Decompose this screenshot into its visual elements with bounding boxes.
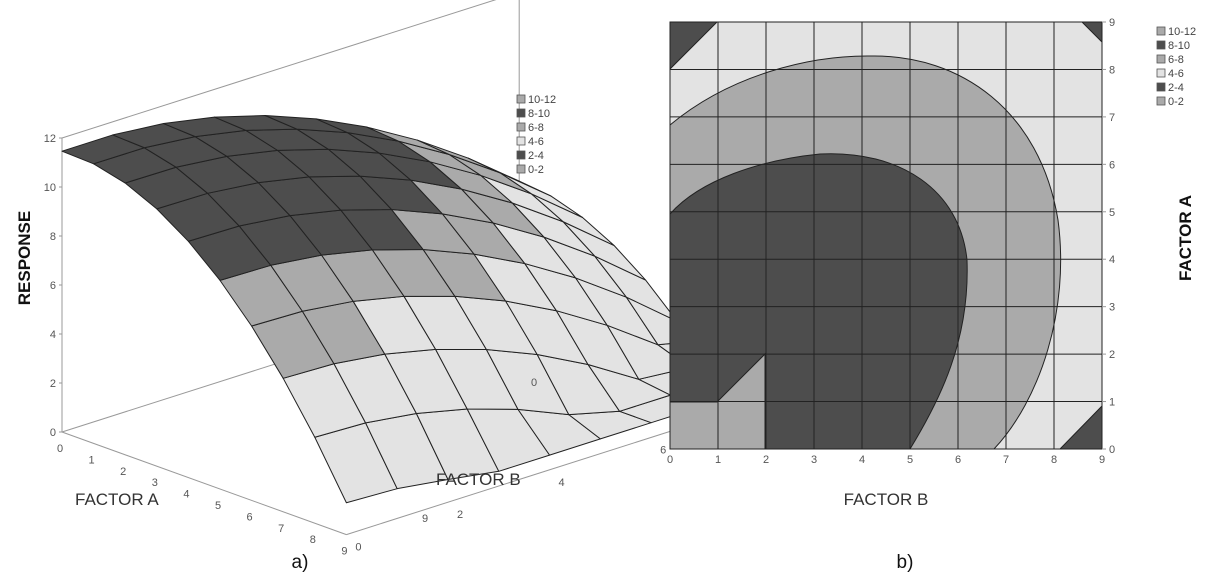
factor-a-ticks: 0 1 2 3 4 5 6 7 8 9: [57, 443, 348, 558]
factor-b-tick-label: 1: [715, 454, 721, 466]
corner-top-right: [1081, 22, 1102, 43]
contour-grid: [670, 22, 1102, 449]
factor-b-tick-label: 9: [1099, 454, 1105, 466]
factor-a-tick-label: 1: [89, 454, 95, 466]
factor-a-tick-label: 8: [1109, 64, 1115, 76]
corner-top-left: [670, 22, 718, 70]
factor-b-tick-label: 6: [955, 454, 961, 466]
factor-b-tick-label: 4: [859, 454, 865, 466]
factor-a-tick-label: 6: [247, 511, 253, 523]
legend-b-swatch: [1156, 54, 1166, 64]
factor-a-tick-label: 9: [1109, 17, 1115, 29]
legend-b-swatch: [1156, 82, 1166, 92]
z-tick-label: 2: [50, 378, 56, 390]
factor-a-tick-label: 5: [215, 500, 221, 512]
z-tick-label: 8: [50, 231, 56, 243]
caption-a: a): [292, 552, 309, 573]
legend-b-label: 8-10: [1168, 40, 1190, 52]
frame-line: [61, 431, 347, 536]
legend-b-label: 0-2: [1168, 96, 1184, 108]
factor-a-tick-label: 9: [341, 546, 347, 558]
factor-a-tick-label: 7: [278, 523, 284, 535]
factor-b-tick-label: 4: [559, 477, 565, 489]
factor-a-tick-label: 5: [1109, 207, 1115, 219]
factor-b-tick-label: 0: [667, 454, 673, 466]
factor-b-ticks: 0 1 2 3 4 5 6 7 8 9: [667, 454, 1105, 466]
legend-b: 10-12 8-10 6-8 4-6 2-4 0-2: [1156, 26, 1196, 108]
factor-b-tick-label: 6: [660, 444, 666, 456]
factor-b-tick-label: 0: [531, 377, 537, 389]
legend-a-label: 10-12: [528, 94, 556, 106]
legend-a-swatch: [516, 108, 526, 118]
legend-b-label: 10-12: [1168, 26, 1196, 38]
legend-a-swatch: [516, 164, 526, 174]
factor-b-tick-label: 7: [1003, 454, 1009, 466]
z-tick-label: 4: [50, 329, 56, 341]
x-axis-title-a: FACTOR A: [75, 490, 159, 509]
y-axis-title-a: FACTOR B: [436, 470, 521, 489]
factor-b-tick-label: 2: [457, 509, 463, 521]
factor-b-tick-label: 2: [763, 454, 769, 466]
factor-a-tick-label: 6: [1109, 159, 1115, 171]
factor-b-tick-label: 0: [355, 542, 361, 554]
factor-b-tick-label: 3: [811, 454, 817, 466]
z-axis-title: RESPONSE: [15, 211, 34, 305]
factor-a-tick-label: 0: [57, 443, 63, 455]
z-axis-ticks: 0 2 4 6 8 10 12: [44, 133, 62, 439]
frame-line: [61, 0, 497, 139]
factor-a-tick-label: 2: [120, 466, 126, 478]
factor-a-tick-label: 3: [1109, 302, 1115, 314]
legend-b-label: 2-4: [1168, 82, 1184, 94]
legend-b-swatch: [1156, 26, 1166, 36]
legend-a-label: 2-4: [528, 150, 544, 162]
legend-a-swatch: [516, 150, 526, 160]
factor-b-tick-label: 5: [907, 454, 913, 466]
factor-a-tick-label: 7: [1109, 112, 1115, 124]
z-tick-label: 6: [50, 280, 56, 292]
factor-b-tick-label: 9: [422, 513, 428, 525]
legend-a-label: 4-6: [528, 136, 544, 148]
factor-a-tick-label: 8: [310, 534, 316, 546]
factor-a-tick-label: 4: [1109, 254, 1115, 266]
factor-a-tick-label: 2: [1109, 349, 1115, 361]
factor-a-tick-label: 3: [152, 477, 158, 489]
x-axis-title-b: FACTOR B: [844, 490, 929, 509]
legend-a-label: 8-10: [528, 108, 550, 120]
legend-a-swatch: [516, 122, 526, 132]
legend-b-label: 4-6: [1168, 68, 1184, 80]
legend-b-label: 6-8: [1168, 54, 1184, 66]
legend-a-swatch: [516, 94, 526, 104]
factor-a-tick-label: 1: [1109, 397, 1115, 409]
factor-b-tick-label: 8: [1051, 454, 1057, 466]
factor-a-tick-label: 4: [183, 489, 189, 501]
y-axis-title-b: FACTOR A: [1176, 195, 1195, 281]
z-tick-label: 0: [50, 427, 56, 439]
z-tick-label: 10: [44, 182, 56, 194]
caption-b: b): [897, 552, 914, 573]
contour-plot-border: [669, 21, 1103, 450]
corner-bottom-right: [1059, 405, 1102, 449]
legend-a-swatch: [516, 136, 526, 146]
legend-a-label: 6-8: [528, 122, 544, 134]
surface-mesh: [61, 115, 805, 504]
legend-a: 10-12 8-10 6-8 4-6 2-4 0-2: [516, 94, 556, 176]
z-tick-label: 12: [44, 133, 56, 145]
factor-a-tick-label: 0: [1109, 444, 1115, 456]
legend-b-swatch: [1156, 40, 1166, 50]
surface-cell: [467, 157, 552, 197]
factor-a-ticks: 0 1 2 3 4 5 6 7 8 9: [1102, 17, 1115, 456]
legend-a-label: 0-2: [528, 164, 544, 176]
legend-b-swatch: [1156, 68, 1166, 78]
legend-b-swatch: [1156, 96, 1166, 106]
